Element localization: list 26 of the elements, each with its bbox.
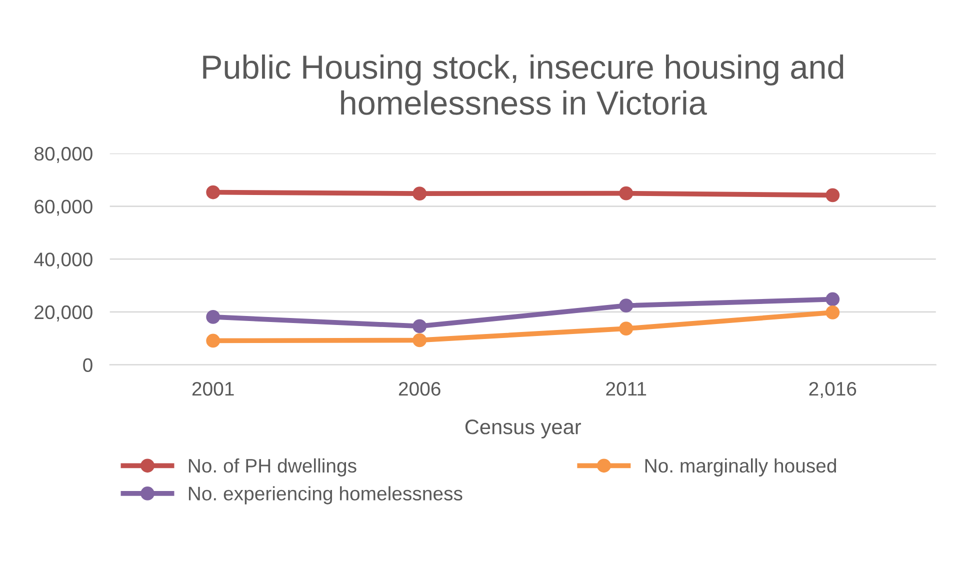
y-tick-label: 0 [83, 358, 92, 372]
point [619, 186, 634, 200]
x-axis-title: Census year [465, 420, 581, 438]
chart-title: Public Housing stock, insecure housing and homelessness in Victoria [203, 54, 844, 115]
legend-label: No. marginally housed [645, 458, 836, 476]
point [412, 333, 427, 348]
point [206, 334, 220, 348]
legend-label: No. experiencing homelessness [188, 486, 462, 504]
legend-label: No. of PH dwellings [188, 458, 356, 476]
x-tick-label: 2006 [398, 382, 440, 396]
y-tick-label: 80,000 [34, 146, 92, 163]
y-tick-label: 40,000 [34, 252, 92, 269]
x-tick-label: 2001 [192, 382, 234, 396]
point [619, 298, 634, 313]
point [826, 306, 840, 320]
x-tick-label: 2,016 [809, 382, 856, 398]
y-tick-label: 60,000 [34, 200, 92, 216]
point [826, 188, 840, 202]
point [412, 186, 427, 201]
point [412, 319, 427, 334]
point [206, 310, 220, 324]
point [619, 322, 634, 336]
point [206, 185, 220, 200]
point [826, 292, 840, 306]
y-tick-label: 20,000 [34, 305, 92, 322]
x-tick-label: 2011 [606, 382, 646, 396]
